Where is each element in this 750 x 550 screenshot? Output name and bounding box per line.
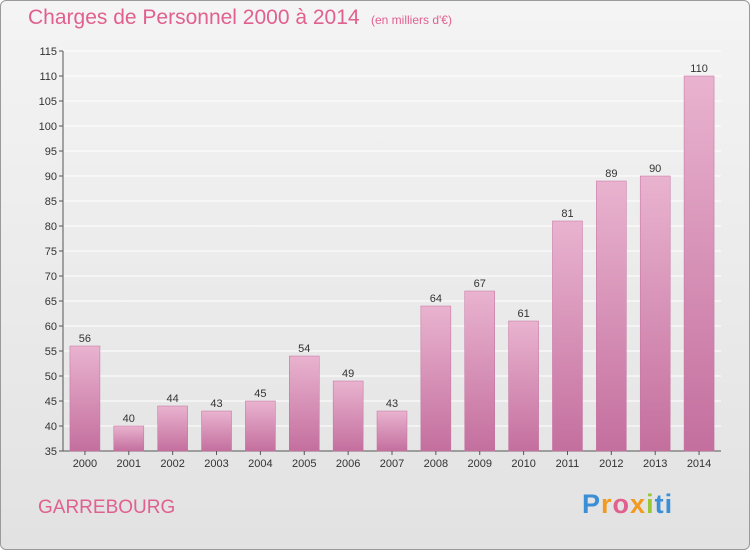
y-tick-label: 90 (45, 171, 57, 183)
chart-subtitle: (en milliers d'€) (371, 13, 452, 27)
bar-2008 (420, 305, 452, 452)
bar-2000 (69, 345, 101, 452)
x-tick-label-2006: 2006 (336, 458, 360, 470)
x-tick-label-2014: 2014 (687, 458, 711, 470)
bar-2002 (157, 405, 188, 452)
y-tick-label: 110 (39, 71, 57, 83)
y-tick-label: 65 (45, 296, 57, 308)
data-label-2014: 110 (690, 63, 708, 75)
data-label-2013: 90 (649, 163, 661, 175)
bar-2005 (289, 355, 320, 452)
data-label-2005: 54 (298, 343, 310, 355)
data-label-2002: 44 (167, 393, 179, 405)
y-tick-label: 105 (39, 96, 57, 108)
bar-2012 (596, 180, 627, 452)
y-tick-label: 60 (45, 321, 57, 333)
y-tick-label: 70 (45, 271, 57, 283)
data-label-2000: 56 (79, 333, 91, 345)
data-label-2006: 49 (342, 368, 354, 380)
data-label-2011: 81 (561, 208, 573, 220)
y-tick-label: 115 (39, 46, 57, 58)
y-tick-label: 40 (45, 421, 57, 433)
data-label-2003: 43 (210, 398, 222, 410)
bar-2013 (639, 175, 671, 452)
bar-2004 (245, 400, 276, 452)
bar-2007 (376, 410, 408, 452)
bar-2010 (508, 320, 539, 452)
chart-title: Charges de Personnel 2000 à 2014 (28, 6, 360, 29)
commune-name: GARREBOURG (38, 497, 176, 518)
x-tick-label-2002: 2002 (160, 458, 184, 470)
bar-2014 (683, 75, 715, 452)
x-tick-label-2009: 2009 (467, 458, 491, 470)
x-tick-label-2005: 2005 (292, 458, 316, 470)
x-tick-label-2004: 2004 (248, 458, 272, 470)
y-tick-label: 95 (45, 146, 57, 158)
y-tick-label: 45 (45, 396, 57, 408)
data-label-2004: 45 (254, 388, 266, 400)
x-tick-label-2011: 2011 (556, 458, 580, 470)
x-tick-label-2013: 2013 (643, 458, 667, 470)
x-tick-label-2012: 2012 (599, 458, 623, 470)
x-tick-label-2001: 2001 (117, 458, 141, 470)
data-label-2012: 89 (605, 168, 617, 180)
proxiti-logo: Proxiti (582, 489, 674, 519)
x-tick-label-2008: 2008 (424, 458, 448, 470)
y-tick-label: 35 (45, 446, 57, 458)
bar-2003 (201, 410, 232, 452)
y-tick-label: 85 (45, 196, 57, 208)
data-label-2009: 67 (474, 278, 486, 290)
bar-2001 (113, 425, 145, 452)
data-label-2001: 40 (123, 413, 135, 425)
y-tick-label: 75 (45, 246, 57, 258)
x-tick-label-2010: 2010 (511, 458, 535, 470)
data-label-2010: 61 (517, 308, 529, 320)
y-tick-label: 80 (45, 221, 57, 233)
y-tick-label: 100 (39, 121, 57, 133)
data-label-2008: 64 (430, 293, 442, 305)
x-tick-label-2007: 2007 (380, 458, 404, 470)
bar-2011 (552, 220, 583, 452)
bar-2009 (464, 290, 495, 452)
x-tick-label-2003: 2003 (204, 458, 228, 470)
bar-2006 (332, 380, 364, 452)
y-tick-label: 55 (45, 346, 57, 358)
x-tick-label-2000: 2000 (73, 458, 97, 470)
data-label-2007: 43 (386, 398, 398, 410)
y-tick-label: 50 (45, 371, 57, 383)
